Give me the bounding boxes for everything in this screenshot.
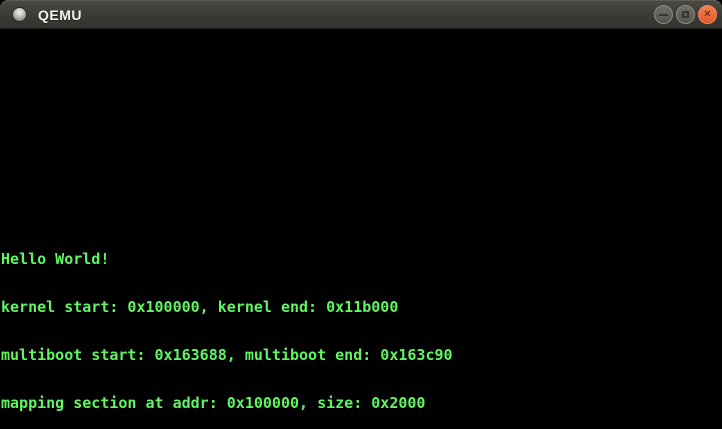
- close-icon: ✕: [703, 8, 712, 20]
- console-output: Hello World! kernel start: 0x100000, ker…: [1, 219, 453, 429]
- console-line: mapping section at addr: 0x100000, size:…: [1, 394, 426, 412]
- window-controls: ✕: [654, 5, 717, 24]
- titlebar[interactable]: QEMU ✕: [0, 0, 722, 29]
- console-line: kernel start: 0x100000, kernel end: 0x11…: [1, 298, 399, 316]
- vga-display[interactable]: Hello World! kernel start: 0x100000, ker…: [0, 29, 722, 429]
- maximize-button[interactable]: [676, 5, 695, 24]
- maximize-icon: [682, 11, 689, 18]
- minimize-icon: [659, 14, 668, 16]
- window-title: QEMU: [38, 7, 82, 23]
- window-menu-icon[interactable]: [13, 8, 26, 21]
- console-line: multiboot start: 0x163688, multiboot end…: [1, 346, 453, 364]
- close-button[interactable]: ✕: [698, 5, 717, 24]
- minimize-button[interactable]: [654, 5, 673, 24]
- console-line: Hello World!: [1, 250, 110, 268]
